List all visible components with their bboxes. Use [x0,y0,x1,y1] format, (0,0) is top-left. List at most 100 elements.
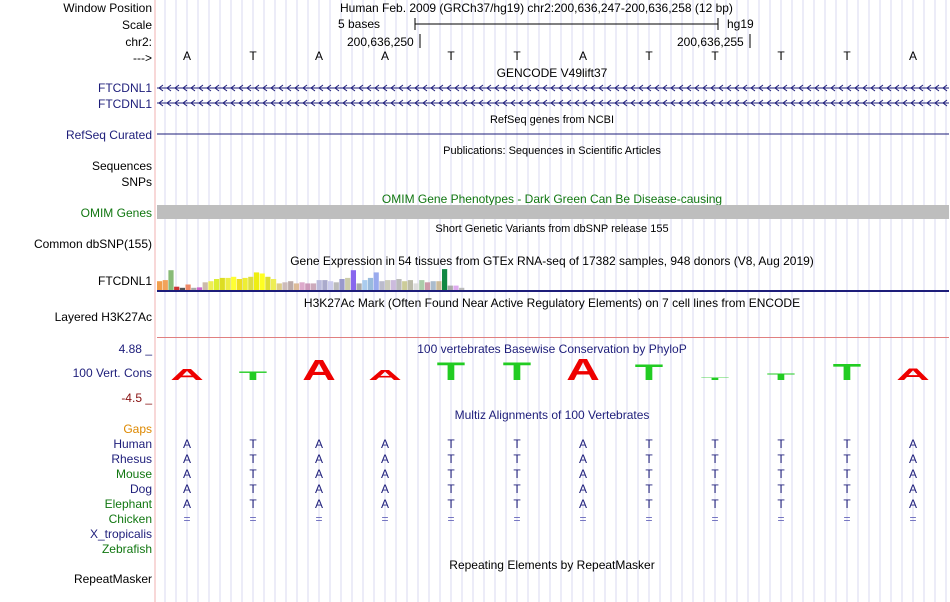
species-label[interactable]: Elephant [104,497,152,511]
gencode-gene-features[interactable] [157,82,949,110]
omim-label[interactable]: OMIM Genes [80,206,152,220]
strand-arrow [494,99,500,107]
strand-arrow [822,99,828,107]
strand-arrow [302,99,308,107]
strand-arrow [390,84,396,92]
strand-arrow [654,84,660,92]
gtex-expression-bars[interactable] [157,266,949,293]
scale-value: 5 bases [338,17,381,31]
strand-arrow [590,84,596,92]
strand-arrow [350,84,356,92]
gencode-gene-label-2[interactable]: FTCDNL1 [97,97,152,111]
strand-arrow [246,99,252,107]
omim-track-title[interactable]: OMIM Gene Phenotypes - Dark Green Can Be… [381,192,723,206]
conservation-logo-letter: A [896,365,930,384]
strand-arrow [718,84,724,92]
gtex-gene-label[interactable]: FTCDNL1 [97,274,152,288]
strand-arrow [934,84,940,92]
strand-arrow [870,84,876,92]
strand-arrow [342,84,348,92]
dbsnp-track-title[interactable]: Short Genetic Variants from dbSNP releas… [435,223,669,235]
gtex-tissue-bar [265,276,271,290]
repeatmasker-track-title[interactable]: Repeating Elements by RepeatMasker [449,558,655,572]
strand-arrow [718,99,724,107]
gtex-tissue-bar [367,277,374,290]
gencode-track-title[interactable]: GENCODE V49lift37 [496,66,608,80]
strand-arrow [886,99,892,107]
chrom-label: chr2: [125,35,152,49]
strand-arrow [262,99,268,107]
strand-arrow [646,99,652,107]
species-label[interactable]: Zebrafish [101,542,152,556]
alignment-base: T [645,497,653,511]
h3k27ac-label[interactable]: Layered H3K27Ac [54,310,152,324]
strand-arrow [510,84,516,92]
refseq-label[interactable]: RefSeq Curated [65,128,152,142]
gtex-tissue-bar [419,280,425,290]
gtex-tissue-bar [339,279,345,290]
alignment-base: = [645,512,653,526]
conservation-label[interactable]: 100 Vert. Cons [72,366,152,380]
strand-arrow [574,99,580,107]
alignment-base: T [513,497,521,511]
sequences-label: Sequences [91,159,152,173]
species-label[interactable]: Human [113,437,152,451]
alignment-base: = [447,512,455,526]
gtex-track-title[interactable]: Gene Expression in 54 tissues from GTEx … [290,254,814,268]
strand-arrow [654,99,660,107]
gtex-tissue-bar [424,282,431,290]
species-label[interactable]: Chicken [108,512,152,526]
strand-arrow [430,84,436,92]
alignment-base: T [249,482,257,496]
strand-arrow [262,84,268,92]
alignment-base: A [578,467,588,481]
alignment-base: T [645,452,653,466]
alignment-base: T [843,482,851,496]
window-position-value[interactable]: Human Feb. 2009 (GRCh37/hg19) chr2:200,6… [340,1,733,15]
species-label[interactable]: X_tropicalis [89,527,152,541]
conservation-track-title[interactable]: 100 vertebrates Basewise Conservation by… [417,342,687,356]
strand-arrow [678,84,684,92]
h3k27ac-track-title[interactable]: H3K27Ac Mark (Often Found Near Active Re… [303,296,801,310]
strand-arrow [430,99,436,107]
conservation-logo-letter: A [302,355,336,385]
species-label[interactable]: Rhesus [111,452,152,466]
gtex-tissue-bar [168,270,174,290]
conservation-logo-letter: T [437,357,466,385]
alignment-base: T [843,467,851,481]
strand-arrow [494,84,500,92]
alignment-base: A [380,482,390,496]
gencode-gene-label-1[interactable]: FTCDNL1 [97,81,152,95]
strand-arrow [254,99,260,107]
strand-arrow [798,99,804,107]
strand-arrow [406,99,412,107]
strand-arrow [766,84,772,92]
species-label[interactable]: Dog [129,482,152,496]
strand-arrow [758,84,764,92]
alignment-base: = [183,512,191,526]
gtex-tissue-bar [293,283,299,290]
species-label[interactable]: Mouse [115,467,152,481]
gtex-tissue-bar [208,281,214,290]
alignment-base: T [249,497,257,511]
alignment-base: T [711,452,719,466]
strand-arrow [366,99,372,107]
gtex-tissue-bar [373,272,379,290]
strand-arrow [878,84,884,92]
alignment-base: T [447,467,455,481]
strand-arrow [774,84,780,92]
omim-phenotype-bar[interactable] [157,205,949,219]
multiz-track-title[interactable]: Multiz Alignments of 100 Vertebrates [454,408,650,422]
strand-arrow [182,99,188,107]
refseq-gene-line[interactable] [157,128,949,140]
base-letter: T [513,49,521,63]
refseq-track-title[interactable]: RefSeq genes from NCBI [489,114,615,126]
strand-arrow [334,99,340,107]
alignment-base: A [578,497,588,511]
gtex-tissue-bar [253,272,260,290]
publications-track-title[interactable]: Publications: Sequences in Scientific Ar… [443,145,661,157]
strand-arrow [838,84,844,92]
strand-arrow [326,99,332,107]
repeatmasker-label[interactable]: RepeatMasker [73,572,152,586]
